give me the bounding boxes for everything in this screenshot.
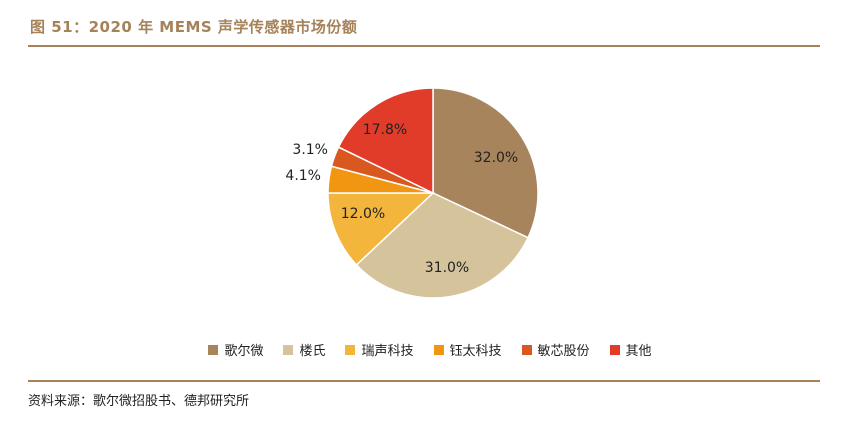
legend-label: 钰太科技: [449, 344, 502, 359]
pie-label-3: 12.0%: [341, 206, 385, 222]
legend-item-4: 钰太科技: [433, 340, 502, 359]
pie-slice-3: [327, 192, 435, 266]
title-divider: [28, 45, 820, 47]
legend-item-3: 瑞声科技: [345, 340, 414, 359]
pie-slice-2: [355, 192, 530, 299]
legend-label: 其他: [625, 344, 652, 359]
footer-divider: [28, 380, 820, 382]
figure-title: 图 51：2020 年 MEMS 声学传感器市场份额: [30, 18, 358, 36]
pie-slices: [327, 87, 539, 299]
pie-slice-1: [432, 87, 539, 239]
legend-label: 楼氏: [299, 344, 326, 359]
legend: 歌尔微 楼氏 瑞声科技 钰太科技 敏芯股份 其他: [0, 340, 860, 359]
pie-labels: 32.0% 31.0% 12.0% 4.1% 3.1% 17.8%: [285, 122, 518, 276]
pie-label-1: 32.0%: [474, 150, 518, 166]
legend-item-6: 其他: [609, 340, 652, 359]
legend-swatch: [208, 344, 219, 355]
legend-swatch: [609, 344, 620, 355]
legend-swatch: [345, 344, 356, 355]
legend-item-5: 敏芯股份: [521, 340, 590, 359]
pie-label-4: 4.1%: [285, 168, 321, 184]
legend-item-1: 歌尔微: [208, 340, 263, 359]
legend-label: 瑞声科技: [361, 344, 414, 359]
legend-swatch: [521, 344, 532, 355]
legend-label: 敏芯股份: [537, 344, 590, 359]
pie-slice-6: [337, 87, 434, 195]
legend-swatch: [433, 344, 444, 355]
legend-swatch: [283, 344, 294, 355]
pie-label-6: 17.8%: [363, 122, 407, 138]
source-note: 资料来源：歌尔微招股书、德邦研究所: [28, 394, 250, 409]
legend-item-2: 楼氏: [283, 340, 325, 359]
pie-label-2: 31.0%: [425, 260, 469, 276]
legend-label: 歌尔微: [224, 344, 264, 359]
pie-chart: 32.0% 31.0% 12.0% 4.1% 3.1% 17.8%: [285, 87, 539, 299]
pie-label-5: 3.1%: [292, 142, 328, 158]
